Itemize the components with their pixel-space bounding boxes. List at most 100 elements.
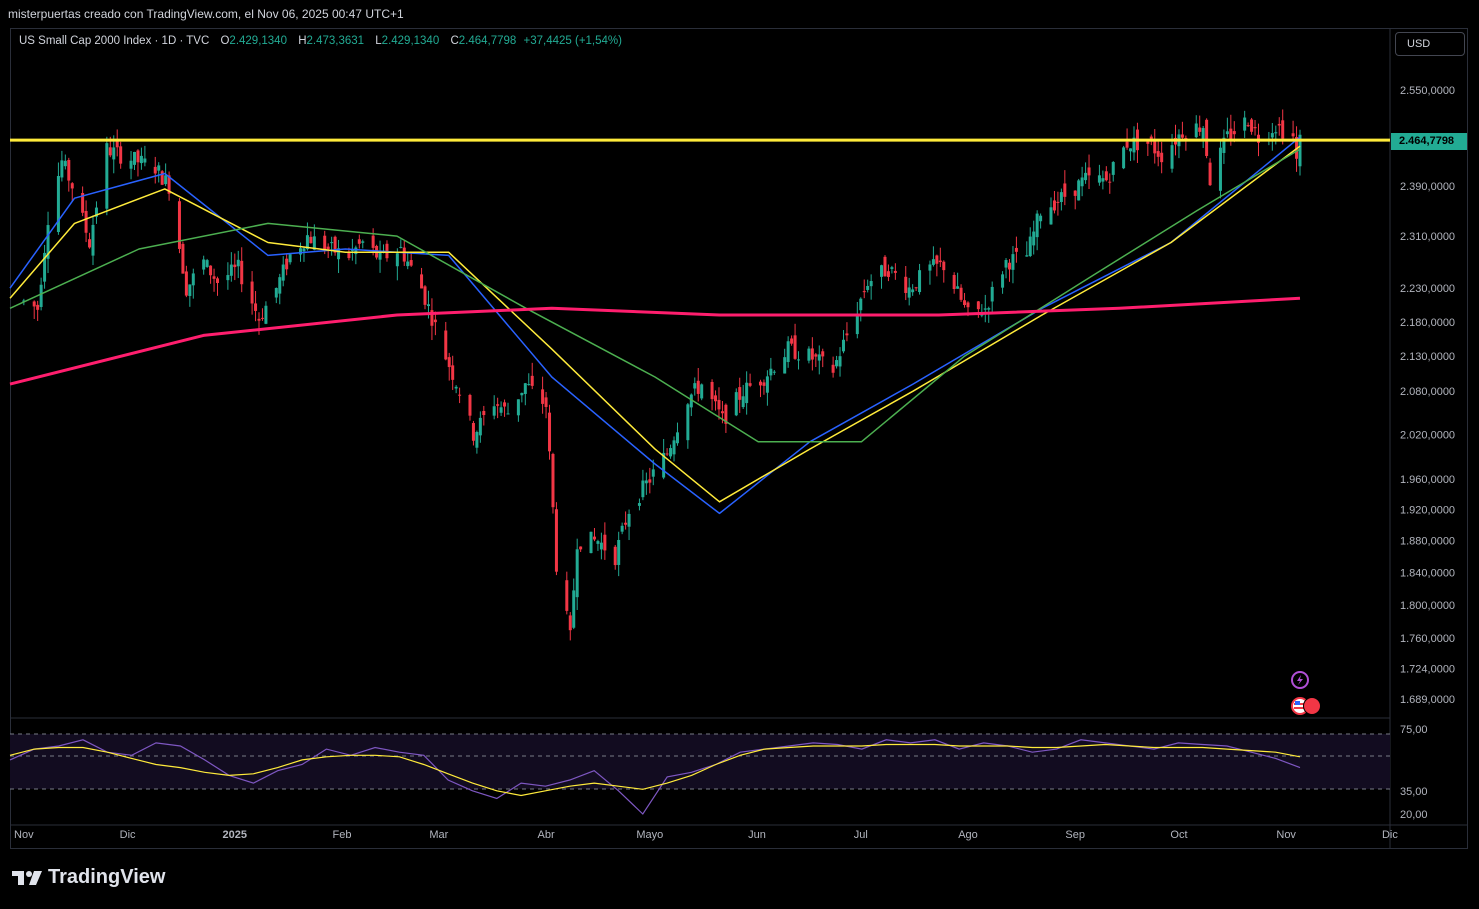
candle-body: [205, 260, 209, 267]
candle-body: [160, 171, 164, 185]
candle-body: [1274, 132, 1278, 134]
candle-body: [426, 304, 430, 307]
candle-body: [741, 396, 745, 408]
candle-body: [22, 300, 26, 302]
candle-body: [904, 276, 908, 293]
candle-body: [153, 166, 157, 174]
candle-body: [523, 383, 527, 394]
candle-body: [357, 239, 361, 244]
time-axis-labels: Nov Dic 2025 Feb Mar Abr Mayo Jun Jul Ago Sep Oct No…: [14, 829, 1398, 841]
candle-body: [1035, 213, 1039, 238]
close-key: C: [450, 35, 459, 47]
candle-body: [1170, 145, 1174, 169]
candle-body: [337, 248, 341, 260]
candle-body: [399, 246, 403, 248]
candle-body: [43, 252, 47, 282]
candle-body: [866, 285, 870, 290]
candle-body: [734, 392, 738, 416]
candle-body: [1059, 192, 1063, 203]
time-tick-label: Abr: [537, 829, 554, 841]
candle-body: [790, 338, 794, 344]
candle-body: [717, 399, 721, 410]
candle-body: [554, 509, 558, 572]
candle-body: [84, 210, 88, 233]
candle-body: [1080, 177, 1084, 187]
candle-body: [378, 251, 382, 260]
candles-group: [22, 109, 1302, 641]
time-tick-label: Feb: [333, 829, 352, 841]
candle-body: [758, 381, 762, 386]
candle-body: [406, 261, 410, 267]
candle-body: [1146, 141, 1150, 144]
candle-body: [841, 339, 845, 352]
price-tick-label: 1.960,0000: [1400, 474, 1455, 486]
rsi-tick-label: 35,00: [1400, 786, 1428, 798]
candle-body: [1111, 162, 1115, 175]
rsi-ma-line: [9, 743, 1301, 797]
candle-body: [108, 147, 112, 156]
candle-body: [938, 260, 942, 263]
candle-body: [433, 319, 437, 323]
price-tick-label: 1.724,0000: [1400, 664, 1455, 676]
candle-body: [202, 259, 206, 270]
candle-body: [1184, 137, 1188, 139]
price-tick-label: 2.180,0000: [1400, 317, 1455, 329]
candle-body: [1097, 175, 1101, 183]
candle-body: [1087, 167, 1091, 176]
candle-body: [233, 264, 237, 268]
candle-body: [617, 539, 621, 565]
candle-body: [1056, 201, 1060, 203]
candle-body: [855, 313, 859, 335]
candle-body: [254, 303, 258, 311]
candle-body: [589, 531, 593, 554]
lightning-icon[interactable]: [1291, 671, 1309, 689]
ma-line-3: [9, 296, 1301, 386]
candle-body: [1004, 260, 1008, 268]
candle-body: [354, 247, 358, 255]
candle-body: [444, 330, 448, 360]
candle-body: [952, 274, 956, 289]
candle-body: [592, 536, 596, 540]
candle-body: [157, 165, 161, 171]
candle-body: [1049, 207, 1053, 225]
candle-body: [942, 261, 946, 271]
rsi-group: [9, 739, 1301, 815]
candle-body: [499, 407, 503, 413]
symbol-legend: US Small Cap 2000 Index · 1D · TVC O2.42…: [19, 35, 622, 47]
symbol-name[interactable]: US Small Cap 2000 Index · 1D · TVC: [19, 35, 210, 47]
candle-body: [1222, 137, 1226, 153]
candle-body: [1205, 119, 1209, 156]
candle-body: [1270, 133, 1274, 138]
candle-body: [323, 235, 327, 251]
candle-body: [724, 404, 728, 424]
candle-body: [675, 432, 679, 444]
candle-body: [797, 359, 801, 361]
price-tick-label: 1.760,0000: [1400, 633, 1455, 645]
candle-body: [39, 284, 43, 307]
price-tick-label: 1.880,0000: [1400, 536, 1455, 548]
us-flag-icon-secondary[interactable]: [1303, 697, 1321, 715]
currency-button[interactable]: USD: [1395, 32, 1465, 56]
close-value: 2.464,7798: [458, 35, 517, 47]
candle-body: [596, 541, 600, 544]
candle-body: [81, 193, 85, 213]
candle-body: [1073, 190, 1077, 196]
moving-averages-group: [9, 136, 1301, 515]
candle-body: [810, 348, 814, 360]
tradingview-brand[interactable]: TradingView: [12, 866, 165, 889]
candle-body: [1129, 148, 1133, 152]
candle-body: [177, 201, 181, 249]
candle-body: [527, 384, 531, 386]
candle-body: [302, 248, 306, 252]
candle-body: [1201, 128, 1205, 141]
candle-body: [700, 384, 704, 399]
candle-body: [762, 382, 766, 386]
candle-body: [347, 252, 351, 259]
candle-body: [665, 453, 669, 455]
candle-body: [402, 247, 406, 262]
high-key: H: [298, 35, 307, 47]
candle-body: [1291, 133, 1295, 137]
open-value: 2.429,1340: [229, 35, 287, 47]
candle-body: [579, 546, 583, 550]
